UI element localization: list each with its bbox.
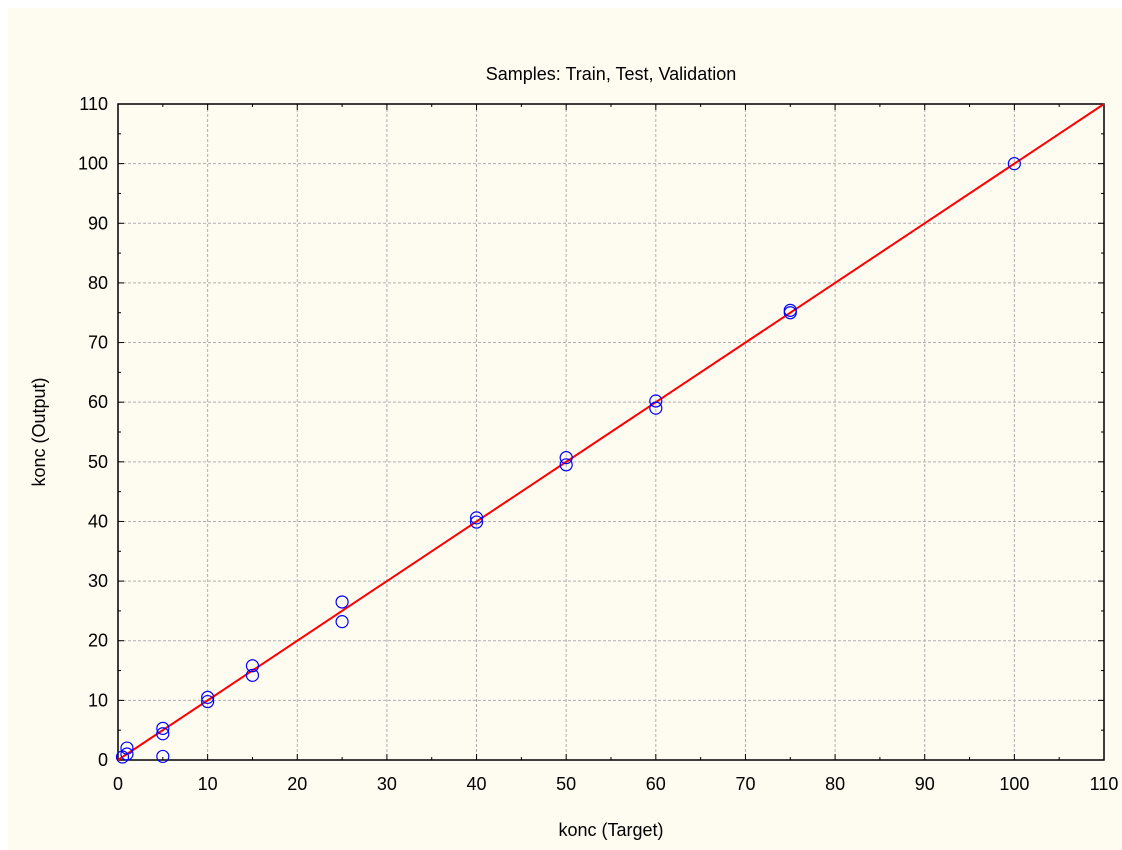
data-point xyxy=(559,451,573,465)
data-point xyxy=(469,511,484,525)
data-point xyxy=(120,747,134,761)
data-point xyxy=(783,303,797,317)
data-point xyxy=(649,401,663,415)
x-tick-label: 20 xyxy=(287,774,307,794)
tick-labels: 0 10 20 30 40 50 60 70 80 90 100 110 0 10 20 30 40 50 60 70… xyxy=(78,94,1118,794)
x-tick-label: 0 xyxy=(113,774,123,794)
x-tick-label: 60 xyxy=(646,774,666,794)
axis-ticks xyxy=(117,103,1105,761)
fit-line xyxy=(117,103,1105,761)
data-point xyxy=(156,727,170,741)
data-point xyxy=(156,749,170,764)
data-point xyxy=(335,615,349,629)
y-tick-label: 70 xyxy=(88,333,108,353)
x-tick-label: 90 xyxy=(915,774,935,794)
x-tick-label: 100 xyxy=(999,774,1029,794)
data-point xyxy=(335,595,349,609)
y-tick-label: 100 xyxy=(78,154,108,174)
y-tick-label: 40 xyxy=(88,511,108,531)
y-tick-label: 10 xyxy=(88,690,108,710)
data-point xyxy=(201,690,215,704)
data-point xyxy=(156,721,170,735)
y-tick-label: 30 xyxy=(88,571,108,591)
grid-lines xyxy=(118,104,1104,760)
data-point xyxy=(120,741,134,755)
y-tick-label: 0 xyxy=(98,750,108,770)
y-axis-label: konc (Output) xyxy=(29,377,49,486)
data-point xyxy=(649,394,663,408)
data-point xyxy=(1007,157,1021,171)
x-tick-label: 80 xyxy=(825,774,845,794)
y-tick-label: 50 xyxy=(88,452,108,472)
x-tick-label: 40 xyxy=(467,774,487,794)
x-tick-label: 50 xyxy=(556,774,576,794)
x-tick-label: 70 xyxy=(735,774,755,794)
y-tick-label: 90 xyxy=(88,213,108,233)
y-tick-label: 80 xyxy=(88,273,108,293)
y-tick-label: 20 xyxy=(88,631,108,651)
y-tick-label: 60 xyxy=(88,392,108,412)
data-point xyxy=(245,659,260,673)
chart-title: Samples: Train, Test, Validation xyxy=(486,64,736,84)
data-point xyxy=(559,458,573,472)
data-point xyxy=(245,668,260,682)
data-point xyxy=(201,694,215,709)
x-axis-label: konc (Target) xyxy=(558,820,663,840)
x-tick-label: 10 xyxy=(198,774,218,794)
x-tick-label: 110 xyxy=(1090,774,1119,794)
data-point xyxy=(469,515,484,529)
y-tick-label: 110 xyxy=(79,94,108,114)
data-point xyxy=(115,750,130,764)
data-points xyxy=(115,157,1021,764)
x-tick-label: 30 xyxy=(377,774,397,794)
